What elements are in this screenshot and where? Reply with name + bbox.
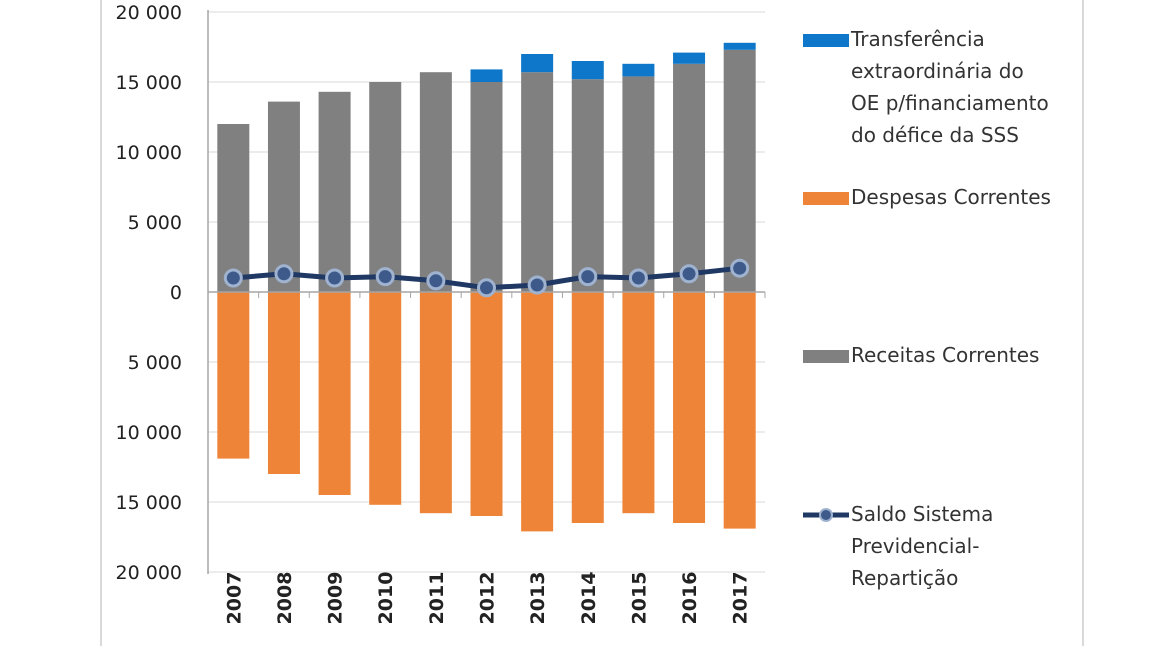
legend-label: extraordinária do [851,59,1024,83]
bar-receitas-correntes [217,124,250,292]
legend-label: Receitas Correntes [851,343,1039,367]
y-tick-label: 5 000 [128,352,182,374]
x-tick-label: 2011 [426,572,448,625]
bar-despesas-correntes [419,292,452,514]
saldo-point [274,264,294,284]
x-tick-labels: 2007 2008 2009 2010 2011 2012 2013 2014 2015 2016… [223,572,751,625]
frame-left-border [100,0,102,646]
bar-despesas-correntes [673,292,706,523]
y-tick-label: 15 000 [116,492,182,514]
y-tick-labels: 20 000 15 000 10 000 5 000 0 5 000 10 000 15 00… [116,2,182,584]
bar-despesas-correntes [571,292,604,523]
bar-transferencia-extraordinaria [673,52,706,64]
saldo-point [578,267,598,287]
saldo-point [527,275,547,295]
bar-receitas-correntes [571,79,604,292]
x-tick-label: 2013 [527,572,549,625]
bar-receitas-correntes [419,72,452,292]
saldo-point [730,258,750,278]
saldo-point [325,268,345,288]
x-tick-label: 2014 [578,572,600,625]
bar-transferencia-extraordinaria [622,63,655,77]
saldo-point [223,268,243,288]
legend-swatch-point [819,508,833,522]
legend: Transferência extraordinária do OE p/finan… [803,27,1051,590]
x-tick-label: 2010 [375,572,397,625]
bar-despesas-correntes [369,292,402,505]
legend-label: OE p/financiamento [851,91,1049,115]
bar-receitas-correntes [267,101,300,292]
bar-despesas-correntes [470,292,503,516]
y-tick-label: 15 000 [116,72,182,94]
y-tick-label: 0 [170,282,182,304]
legend-label: do défice da SSS [851,123,1019,147]
x-tick-label: 2017 [730,572,752,625]
x-tick-label: 2008 [274,572,296,625]
x-tick-label: 2007 [223,572,245,625]
legend-swatch [803,350,849,363]
bar-despesas-correntes [318,292,351,495]
bar-receitas-correntes [521,72,554,292]
y-tick-label: 5 000 [128,212,182,234]
legend-swatch [803,34,849,47]
bar-despesas-correntes [217,292,250,459]
x-tick-label: 2015 [628,572,650,625]
x-tick-label: 2012 [477,572,499,625]
legend-swatch [803,192,849,205]
legend-label: Transferência [850,27,985,51]
saldo-point [679,264,699,284]
bar-transferencia-extraordinaria [470,69,503,82]
saldo-point [628,268,648,288]
bar-receitas-correntes [673,63,706,292]
bar-receitas-correntes [369,82,402,292]
bar-despesas-correntes [521,292,554,532]
bar-receitas-correntes [622,76,655,293]
bar-receitas-correntes [318,91,351,292]
y-tick-label: 10 000 [116,422,182,444]
bar-despesas-correntes [267,292,300,474]
y-tick-label: 10 000 [116,142,182,164]
bar-receitas-correntes [470,82,503,292]
saldo-point [426,271,446,291]
legend-label: Despesas Correntes [851,185,1051,209]
legend-label: Repartição [851,566,958,590]
saldo-point [477,278,496,298]
bars [217,42,756,532]
bar-receitas-correntes [723,49,756,292]
saldo-point [375,267,395,287]
y-tick-label: 20 000 [116,2,182,24]
legend-label: Previdencial- [851,534,979,558]
bar-transferencia-extraordinaria [723,42,756,50]
bar-transferencia-extraordinaria [571,61,604,80]
legend-label: Saldo Sistema [851,502,993,526]
x-tick-label: 2009 [325,572,347,625]
bar-despesas-correntes [622,292,655,514]
x-tick-label: 2016 [679,572,701,625]
frame-right-border [1082,0,1084,646]
y-tick-label: 20 000 [116,562,182,584]
bar-despesas-correntes [723,292,756,529]
saldo-line [223,258,750,298]
bar-transferencia-extraordinaria [521,54,554,73]
